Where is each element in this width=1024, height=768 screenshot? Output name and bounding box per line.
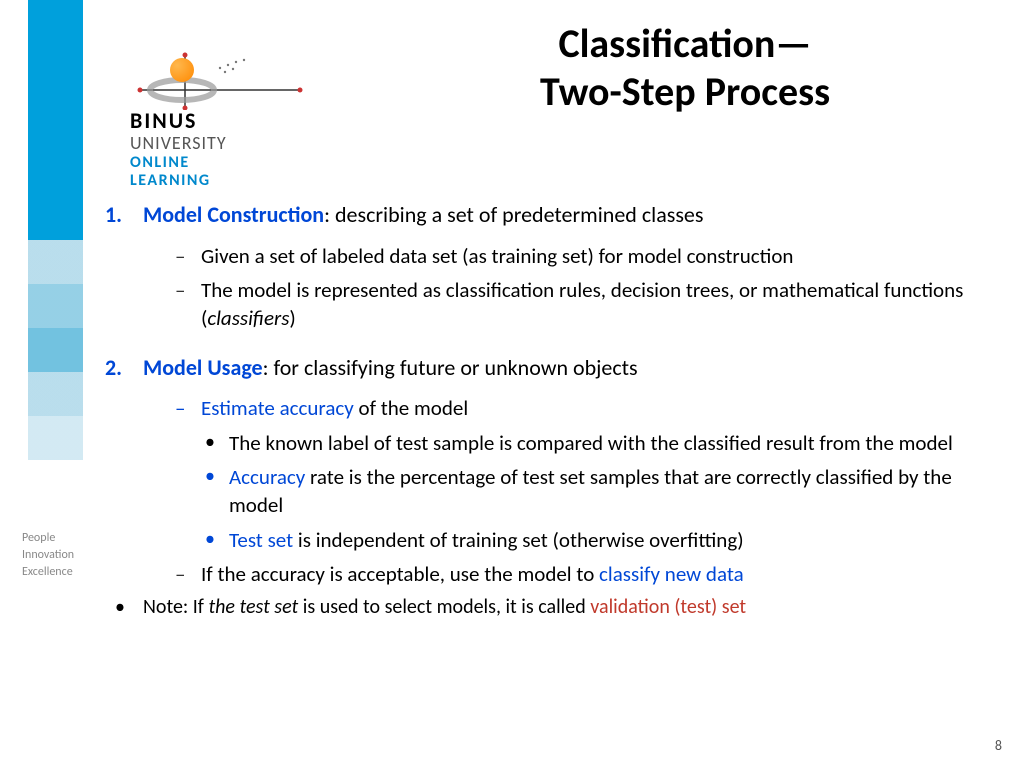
item-2-sublist: Estimate accuracy of the model bbox=[105, 394, 1005, 422]
item-2-sublist-2: If the accuracy is acceptable, use the m… bbox=[105, 560, 1005, 588]
logo-line-3: ONLINE bbox=[130, 154, 350, 172]
note-d: validation (test) set bbox=[590, 595, 746, 619]
item-1-number: 1. bbox=[105, 200, 122, 230]
item-1-sub-2b: classifiers bbox=[207, 305, 289, 331]
logo: BINUS UNIVERSITY ONLINE LEARNING bbox=[130, 30, 350, 191]
tagline-1: People bbox=[22, 530, 74, 547]
item-1-heading: Model Construction bbox=[143, 201, 324, 228]
logo-text: BINUS UNIVERSITY ONLINE LEARNING bbox=[130, 108, 350, 191]
note-b: the test set bbox=[208, 595, 298, 619]
list-item-1: 1. Model Construction: describing a set … bbox=[105, 200, 1005, 230]
item-2-dot-2: Accuracy rate is the percentage of test … bbox=[205, 463, 1005, 520]
slide-body: 1. Model Construction: describing a set … bbox=[105, 200, 1005, 621]
item-1-text: : describing a set of predetermined clas… bbox=[324, 201, 703, 228]
item-1-sublist: Given a set of labeled data set (as trai… bbox=[105, 242, 1005, 333]
logo-line-1: BINUS bbox=[130, 108, 350, 133]
item-2-number: 2. bbox=[105, 353, 122, 383]
item-2-sub-2: If the accuracy is acceptable, use the m… bbox=[175, 560, 1005, 588]
sidebar-pattern bbox=[28, 240, 83, 460]
item-1-sub-2c: ) bbox=[289, 305, 295, 331]
item-2-text: : for classifying future or unknown obje… bbox=[263, 354, 638, 381]
item-2-dot-2a: Accuracy bbox=[229, 464, 305, 490]
logo-line-4: LEARNING bbox=[130, 172, 350, 190]
item-2-sub-1a: Estimate accuracy bbox=[201, 395, 354, 421]
sidebar-tagline: People Innovation Excellence bbox=[22, 530, 74, 580]
item-2-dot-3b: is independent of training set (otherwis… bbox=[293, 527, 743, 553]
item-1-sub-2: The model is represented as classificati… bbox=[175, 276, 1005, 333]
item-2-sub-1b: of the model bbox=[354, 395, 468, 421]
note-a: Note: If bbox=[143, 595, 208, 619]
item-1-sub-1: Given a set of labeled data set (as trai… bbox=[175, 242, 1005, 270]
item-2-dot-3a: Test set bbox=[229, 527, 293, 553]
item-2-dot-3: Test set is independent of training set … bbox=[205, 526, 1005, 554]
logo-orb-icon bbox=[170, 58, 194, 82]
item-2-dot-2b: rate is the percentage of test set sampl… bbox=[229, 464, 952, 518]
note-row: Note: If the test set is used to select … bbox=[105, 594, 1005, 621]
tagline-2: Innovation bbox=[22, 547, 74, 564]
item-2-sub-1: Estimate accuracy of the model bbox=[175, 394, 1005, 422]
tagline-3: Excellence bbox=[22, 564, 74, 581]
note-c: is used to select models, it is called bbox=[298, 595, 590, 619]
item-1-sub-2a: The model is represented as classificati… bbox=[201, 277, 963, 331]
sidebar-decoration bbox=[28, 0, 83, 460]
item-2-dotlist: The known label of test sample is compar… bbox=[105, 429, 1005, 554]
item-2-dot-1: The known label of test sample is compar… bbox=[205, 429, 1005, 457]
logo-graphic bbox=[130, 30, 310, 100]
item-2-sub-2b: classify new data bbox=[599, 561, 744, 587]
item-2-heading: Model Usage bbox=[143, 354, 263, 381]
slide-title: Classification— Two-Step Process bbox=[390, 20, 980, 116]
title-line-1: Classification— bbox=[390, 20, 980, 68]
page-number: 8 bbox=[995, 737, 1002, 754]
title-line-2: Two-Step Process bbox=[390, 68, 980, 116]
item-2-sub-2a: If the accuracy is acceptable, use the m… bbox=[201, 561, 599, 587]
logo-axes-icon bbox=[130, 50, 310, 110]
sidebar-blue-bar bbox=[28, 0, 83, 240]
logo-line-2: UNIVERSITY bbox=[130, 133, 350, 154]
list-item-2: 2. Model Usage: for classifying future o… bbox=[105, 353, 1005, 383]
